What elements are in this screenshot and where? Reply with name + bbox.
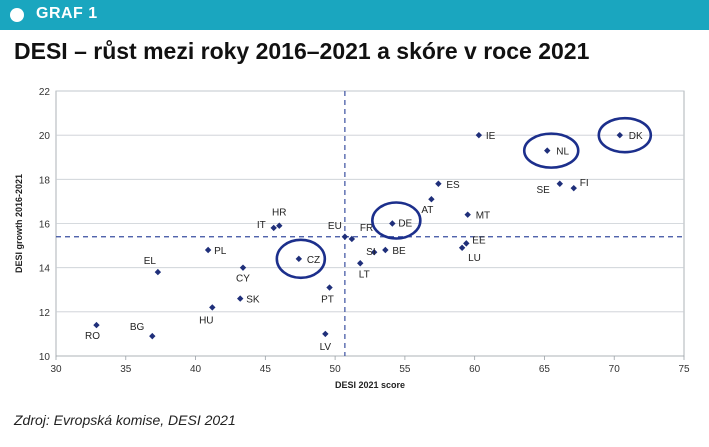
point-marker-es <box>435 180 442 187</box>
point-marker-dk <box>616 131 624 139</box>
y-tick-label: 22 <box>39 87 51 98</box>
reference-lines <box>56 91 684 356</box>
point-label-nl: NL <box>556 147 569 158</box>
point-marker-ie <box>475 131 483 139</box>
x-axis-ticks: 30 35 40 45 50 55 60 65 70 75 <box>50 356 690 375</box>
point-marker-se <box>556 180 563 187</box>
point-label-fi: FI <box>580 178 589 189</box>
point-marker-it <box>270 224 277 232</box>
point-marker-be <box>382 246 389 254</box>
point-label-eu: EU <box>328 221 342 232</box>
point-label-pl: PL <box>214 246 227 257</box>
point-marker-de <box>389 220 396 227</box>
chart-title: DESI – růst mezi roky 2016–2021 a skóre … <box>14 38 590 64</box>
highlight-ring-de <box>371 201 422 240</box>
point-label-cy: CY <box>236 274 250 285</box>
point-label-it: IT <box>257 220 266 231</box>
point-label-el: EL <box>144 256 157 267</box>
point-label-fr: FR <box>360 223 373 234</box>
point-marker-si <box>370 249 378 256</box>
y-axis-ticks: 10 12 14 16 18 20 22 <box>39 87 51 363</box>
point-marker-fr <box>348 235 356 243</box>
x-tick-label: 60 <box>469 364 481 375</box>
point-marker-cz <box>295 255 303 263</box>
x-tick-label: 30 <box>50 364 62 375</box>
point-marker-ee <box>463 240 470 247</box>
point-marker-ro <box>93 321 100 329</box>
point-marker-lt <box>357 260 364 267</box>
x-tick-label: 35 <box>120 364 132 375</box>
point-marker-hu <box>209 304 216 311</box>
point-label-es: ES <box>446 180 460 191</box>
point-label-si: SI <box>366 247 375 258</box>
point-marker-lv <box>322 330 329 338</box>
y-tick-label: 10 <box>39 352 51 363</box>
point-label-sk: SK <box>246 295 260 306</box>
x-tick-label: 65 <box>539 364 551 375</box>
point-label-lu: LU <box>468 253 481 264</box>
point-marker-pt <box>326 284 333 291</box>
y-tick-label: 14 <box>39 264 51 275</box>
y-tick-label: 12 <box>39 308 51 319</box>
point-marker-nl <box>544 147 551 154</box>
point-marker-at <box>428 196 435 203</box>
point-label-hr: HR <box>272 208 286 219</box>
point-label-ie: IE <box>486 131 496 142</box>
point-label-de: DE <box>398 219 412 230</box>
x-tick-label: 45 <box>260 364 272 375</box>
x-tick-label: 50 <box>330 364 342 375</box>
point-label-pt: PT <box>321 295 334 306</box>
point-marker-cy <box>239 264 247 271</box>
point-label-lv: LV <box>320 342 332 353</box>
x-tick-label: 55 <box>399 364 411 375</box>
source-note: Zdroj: Evropská komise, DESI 2021 <box>14 412 236 428</box>
point-label-mt: MT <box>476 211 490 222</box>
point-marker-bg <box>149 332 156 340</box>
circle-bullet-icon <box>10 8 24 22</box>
y-tick-label: 16 <box>39 220 51 231</box>
point-marker-el <box>154 268 162 276</box>
highlight-ring-cz <box>275 238 327 280</box>
point-marker-hr <box>276 222 283 229</box>
figure-tag-label: GRAF 1 <box>36 5 98 22</box>
x-tick-label: 40 <box>190 364 202 375</box>
point-marker-mt <box>464 211 471 218</box>
figure-tag-bar: GRAF 1 <box>0 0 709 30</box>
point-label-lt: LT <box>359 269 370 280</box>
x-tick-label: 70 <box>609 364 621 375</box>
y-tick-label: 20 <box>39 131 51 142</box>
point-label-at: AT <box>421 205 433 216</box>
point-label-cz: CZ <box>307 255 320 266</box>
highlight-ring-nl <box>522 132 580 169</box>
point-marker-eu <box>341 233 349 240</box>
point-label-hu: HU <box>199 315 213 326</box>
highlight-ring-dk <box>597 116 653 154</box>
highlight-circles <box>275 116 653 280</box>
y-tick-label: 18 <box>39 175 51 186</box>
point-marker-lu <box>458 244 466 251</box>
gridlines <box>56 90 684 313</box>
x-tick-label: 75 <box>678 364 690 375</box>
point-label-ee: EE <box>472 235 486 246</box>
point-marker-fi <box>570 184 577 192</box>
point-label-se: SE <box>536 185 550 196</box>
data-points: RO BG EL PL HU CY SK IT HR CZ PT LV EU FR LT SI BE DE AT ES… <box>85 131 643 353</box>
point-label-dk: DK <box>629 131 643 142</box>
point-marker-pl <box>204 246 212 254</box>
point-label-be: BE <box>392 246 406 257</box>
point-label-bg: BG <box>130 322 145 333</box>
y-axis-label: DESI growth 2016-2021 <box>14 174 24 273</box>
point-label-ro: RO <box>85 331 100 342</box>
point-marker-sk <box>237 295 244 302</box>
x-axis-label: DESI 2021 score <box>335 380 405 390</box>
